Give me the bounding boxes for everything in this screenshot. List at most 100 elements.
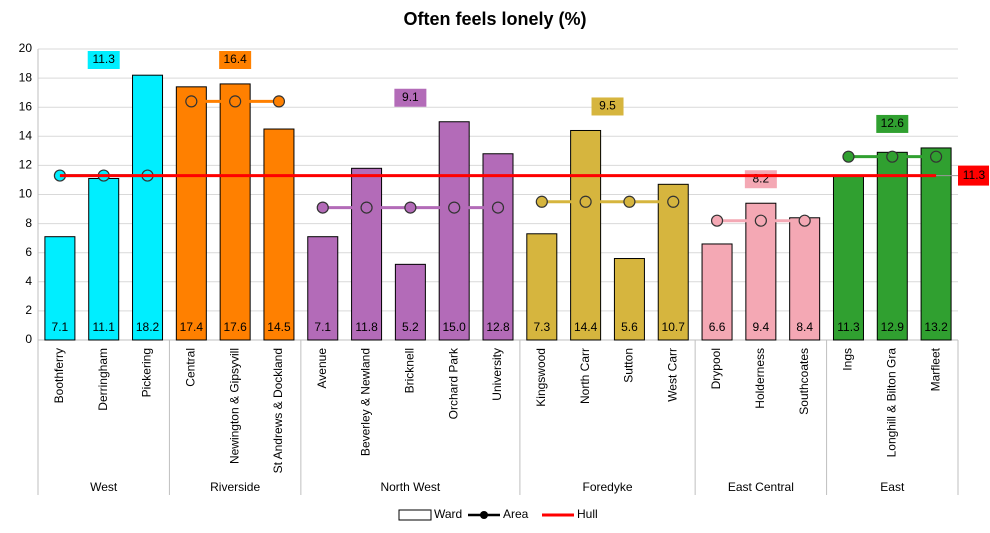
bar: [526, 233, 558, 341]
x-tick-label: University: [490, 348, 504, 401]
bar: [88, 177, 120, 341]
x-tick-label: Longhill & Bilton Gra: [884, 348, 898, 458]
y-tick-label: 10: [19, 187, 33, 201]
bar: [570, 129, 602, 341]
value-label: 6.6: [709, 320, 726, 334]
bar: [789, 217, 821, 341]
x-tick-label: Sutton: [622, 348, 636, 383]
hull-label: 11.3: [963, 168, 986, 182]
area-dot: [229, 95, 242, 108]
x-tick-label: Bricknell: [403, 348, 417, 393]
y-tick-label: 12: [19, 158, 33, 172]
x-tick-label: Central: [184, 348, 198, 387]
hull-label-box: [958, 165, 989, 186]
area-dot: [448, 201, 461, 214]
x-tick-label: Boothferry: [52, 348, 66, 403]
value-label: 12.8: [486, 320, 510, 334]
x-tick-label: Holderness: [753, 348, 767, 409]
area-label-box: [394, 88, 427, 107]
area-dot: [667, 195, 680, 208]
area-dot: [404, 201, 417, 214]
bar: [44, 236, 76, 341]
y-tick-label: 4: [25, 274, 32, 288]
area-dot: [842, 150, 855, 163]
legend-swatch: [398, 509, 432, 521]
group-label: West: [90, 480, 118, 494]
value-label: 18.2: [136, 320, 160, 334]
x-tick-label: Marfleet: [928, 347, 942, 391]
bar: [832, 175, 864, 341]
bar: [394, 263, 426, 341]
value-label: 11.1: [92, 320, 115, 334]
area-label-box: [876, 114, 909, 133]
value-label: 13.2: [924, 320, 948, 334]
value-label: 5.2: [402, 320, 419, 334]
x-tick-label: Beverley & Newland: [359, 348, 373, 456]
area-dot: [272, 95, 286, 108]
value-label: 17.6: [223, 320, 247, 334]
value-label: 5.6: [621, 320, 638, 334]
bar: [351, 167, 383, 341]
bar: [701, 243, 733, 341]
bar: [613, 258, 645, 341]
group-label: Foredyke: [583, 480, 633, 494]
area-dot: [360, 201, 373, 214]
bar: [482, 153, 514, 341]
value-label: 11.3: [837, 320, 860, 334]
y-tick-label: 20: [19, 41, 33, 55]
area-label: 8.2: [753, 171, 770, 185]
area-label: 11.3: [92, 52, 115, 66]
area-dot: [579, 195, 592, 208]
x-tick-label: Drypool: [709, 348, 723, 389]
area-dot: [316, 201, 329, 214]
group-label: East Central: [728, 480, 794, 494]
y-tick-label: 2: [25, 303, 32, 317]
area-label: 9.5: [599, 99, 616, 113]
value-label: 8.4: [796, 320, 813, 334]
area-dot: [929, 150, 943, 163]
area-label: 9.1: [402, 90, 419, 104]
legend-label: Ward: [434, 507, 462, 521]
x-tick-label: Derringham: [96, 348, 110, 411]
bar: [920, 147, 952, 341]
value-label: 12.9: [881, 320, 905, 334]
group-label: North West: [380, 480, 440, 494]
x-tick-label: North Carr: [578, 348, 592, 404]
y-tick-label: 0: [25, 332, 32, 346]
value-label: 15.0: [443, 320, 467, 334]
area-dot: [710, 214, 724, 227]
x-tick-label: St Andrews & Dockland: [271, 348, 285, 473]
area-label: 16.4: [223, 52, 247, 66]
chart-title: Often feels lonely (%): [403, 9, 586, 29]
x-tick-label: Ings: [841, 348, 855, 371]
group-label: Riverside: [210, 480, 260, 494]
legend-swatch: [480, 511, 488, 519]
legend-label: Area: [503, 507, 529, 521]
y-tick-label: 8: [25, 216, 32, 230]
value-label: 14.5: [267, 320, 291, 334]
y-tick-label: 6: [25, 245, 32, 259]
area-dot: [754, 214, 767, 227]
area-dot: [798, 214, 811, 227]
value-label: 7.1: [314, 320, 331, 334]
area-dot: [623, 195, 636, 208]
value-label: 7.1: [52, 320, 69, 334]
area-label-box: [219, 51, 252, 69]
x-tick-label: Kingswood: [534, 348, 548, 407]
value-label: 11.8: [355, 320, 378, 334]
value-label: 9.4: [753, 320, 770, 334]
area-label-box: [87, 51, 120, 69]
bar: [307, 236, 339, 341]
y-tick-label: 16: [19, 99, 33, 113]
y-tick-label: 18: [19, 70, 33, 84]
area-label: 12.6: [881, 116, 905, 130]
group-label: East: [880, 480, 905, 494]
area-dot: [886, 150, 899, 163]
value-label: 10.7: [662, 320, 686, 334]
area-dot: [185, 95, 198, 108]
x-tick-label: Avenue: [315, 348, 329, 389]
value-label: 14.4: [574, 320, 598, 334]
bar: [438, 121, 470, 341]
bar: [175, 86, 207, 341]
